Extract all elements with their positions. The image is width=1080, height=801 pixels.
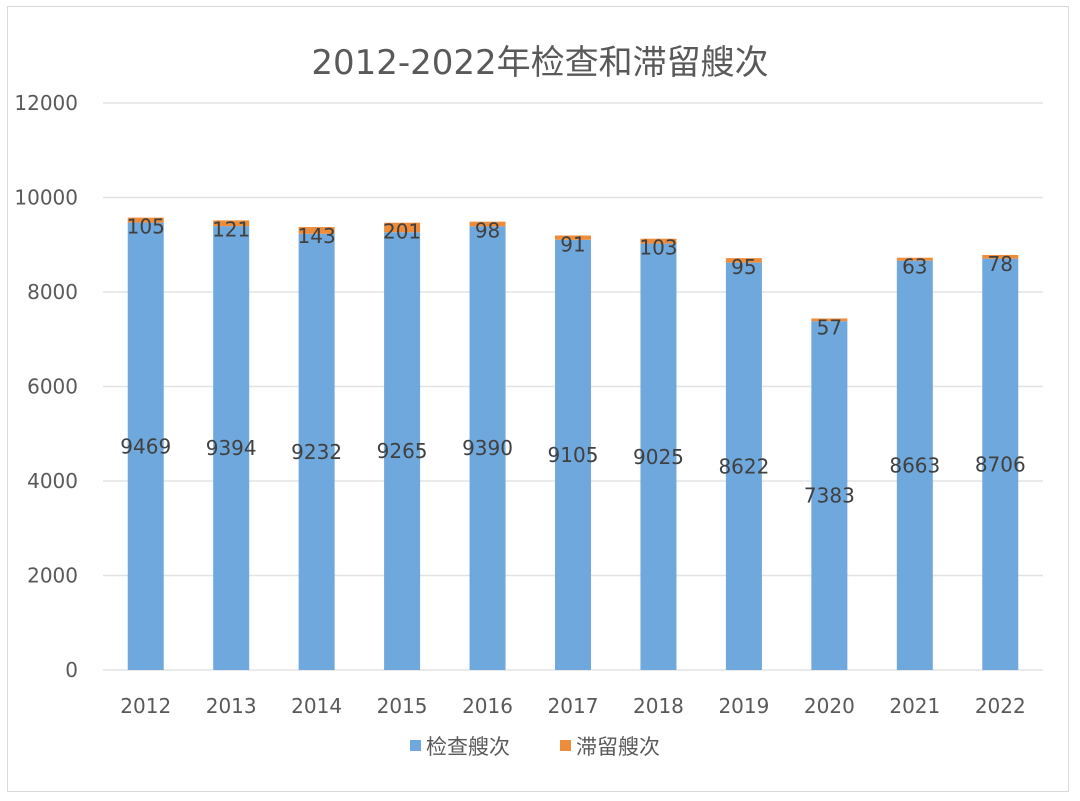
bar-inspections [469,226,506,670]
x-axis-tick-labels: 2012 2013 2014 2015 2016 2017 2018 2019 2020 2021… [120,694,1025,718]
y-tick-label: 0 [65,658,78,682]
data-label-inspections: 7383 [804,484,855,508]
data-label-detentions: 63 [902,255,927,279]
data-label-inspections: 9390 [462,436,513,460]
bar-detentions [127,217,164,223]
bar-inspections [982,258,1019,670]
bar-detentions [811,318,848,322]
bar-detentions [725,258,762,263]
data-label-detentions: 105 [127,215,165,239]
legend-label: 检查艘次 [426,735,510,759]
data-labels: 9469 105 9394 121 9232 143 9265 201 9390 98 9105 91… [120,215,1025,508]
y-axis-tick-labels: 0 2000 4000 6000 8000 10000 12000 [14,91,78,682]
data-label-inspections: 9105 [548,443,599,467]
data-label-detentions: 121 [212,217,250,241]
bar-detentions [213,220,250,227]
bar-inspections [811,321,848,670]
x-tick-label: 2016 [462,694,513,718]
y-tick-label: 10000 [14,186,78,210]
data-label-inspections: 8622 [718,454,769,478]
bar-detentions [896,257,933,261]
data-label-detentions: 143 [298,224,336,248]
y-tick-label: 4000 [27,469,78,493]
data-label-detentions: 95 [731,255,756,279]
legend[interactable]: 检查艘次 滞留艘次 [410,735,660,759]
data-label-detentions: 103 [639,236,677,260]
x-tick-label: 2015 [377,694,428,718]
bar-inspections [896,260,933,670]
bar-detentions [384,222,421,233]
data-label-detentions: 91 [560,232,585,256]
chart-frame [7,6,1069,792]
bar-inspections [213,226,250,671]
x-tick-label: 2017 [548,694,599,718]
data-label-inspections: 9394 [206,436,257,460]
x-tick-label: 2013 [206,694,257,718]
bar-inspections [127,222,164,670]
y-tick-label: 12000 [14,91,78,115]
legend-item-detentions[interactable]: 滞留艘次 [560,735,660,759]
y-tick-label: 2000 [27,564,78,588]
data-label-detentions: 201 [383,220,421,244]
legend-item-inspections[interactable]: 检查艘次 [410,735,510,759]
bars [127,217,1019,671]
x-tick-label: 2019 [718,694,769,718]
data-label-inspections: 8663 [889,453,940,477]
bar-inspections [384,232,421,670]
x-tick-label: 2022 [975,694,1026,718]
data-label-inspections: 9265 [377,439,428,463]
bar-inspections [640,243,677,670]
bar-detentions [469,221,506,227]
chart-title: 2012-2022年检查和滞留艘次 [311,43,768,83]
bar-inspections [555,239,591,670]
data-label-detentions: 78 [988,252,1013,276]
data-label-inspections: 9469 [120,434,171,458]
legend-swatch [560,740,571,751]
data-label-inspections: 9232 [291,440,342,464]
x-tick-label: 2020 [804,694,855,718]
bar-detentions [640,238,677,244]
bar-detentions [298,227,335,234]
bar-detentions [982,254,1019,259]
bar-detentions [555,235,591,240]
x-tick-label: 2014 [291,694,342,718]
data-label-detentions: 57 [817,315,842,339]
legend-swatch [410,740,421,751]
y-tick-label: 6000 [27,375,78,399]
data-label-inspections: 9025 [633,445,684,469]
data-label-inspections: 8706 [975,452,1026,476]
x-tick-label: 2018 [633,694,684,718]
legend-label: 滞留艘次 [576,735,660,759]
y-tick-label: 8000 [27,280,78,304]
x-tick-label: 2021 [889,694,940,718]
x-tick-label: 2012 [120,694,171,718]
bar-inspections [298,233,335,670]
data-label-detentions: 98 [475,219,500,243]
bar-inspections [725,262,762,670]
